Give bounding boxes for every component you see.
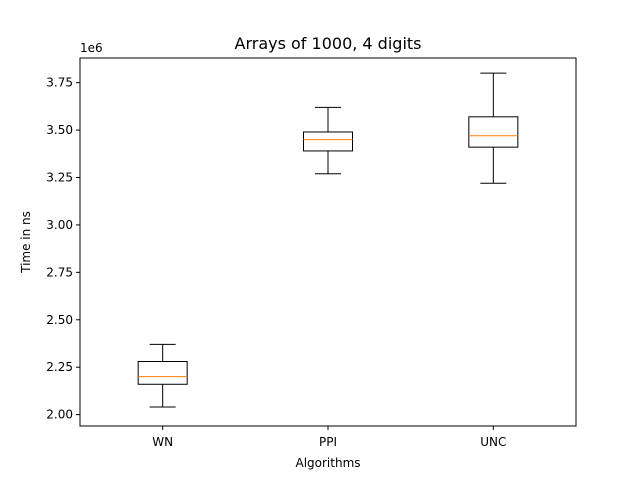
y-tick-label: 3.50 [46, 123, 73, 137]
y-tick-label: 3.25 [46, 171, 73, 185]
box-wn [137, 361, 188, 385]
x-tick-label: UNC [480, 435, 506, 449]
x-tick-label: WN [152, 435, 173, 449]
box-unc [468, 116, 519, 148]
y-tick-label: 2.50 [46, 313, 73, 327]
plot-area: 2.00 2.25 2.50 2.75 3.00 3.25 3.50 3.75 WN PPI UNC [46, 72, 519, 449]
x-axis-label: Algorithms [295, 456, 360, 470]
y-tick-label: 2.00 [46, 408, 73, 422]
x-tick-label: PPI [319, 435, 337, 449]
box-ppi [303, 131, 353, 152]
y-axis-label: Time in ns [19, 211, 33, 274]
axes-frame [79, 57, 577, 427]
y-axis-offset-label: 1e6 [80, 41, 103, 55]
y-tick-label: 3.00 [46, 218, 73, 232]
y-tick-label: 2.25 [46, 360, 73, 374]
y-tick-label: 3.75 [46, 76, 73, 90]
y-tick-label: 2.75 [46, 265, 73, 279]
chart-title: Arrays of 1000, 4 digits [235, 34, 422, 53]
